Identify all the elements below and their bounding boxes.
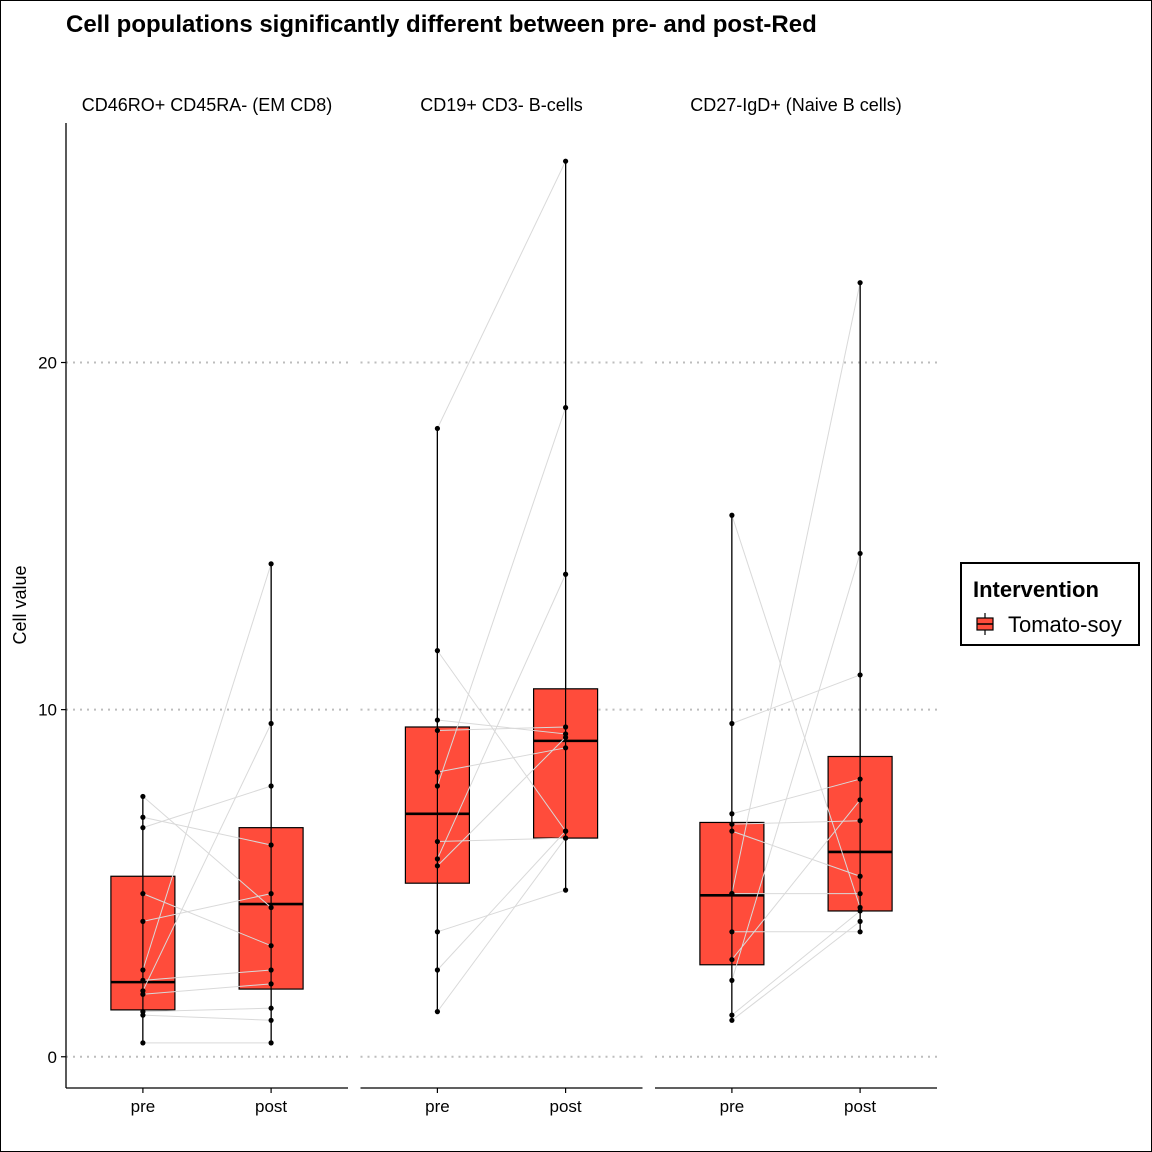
pair-line (731, 920, 861, 1021)
pair-line (731, 515, 861, 908)
x-tick-label: pre (425, 1097, 450, 1116)
facet-strip-label: CD19+ CD3- B-cells (420, 95, 583, 115)
legend-items: Tomato-soy (976, 612, 1122, 637)
pair-line (437, 830, 566, 971)
pair-line (142, 816, 272, 846)
pair-line (142, 723, 272, 992)
x-tick-label: post (255, 1097, 287, 1116)
pair-line (436, 407, 567, 787)
pair-line (142, 1014, 272, 1021)
pair-line (142, 796, 272, 908)
pair-line (731, 778, 861, 815)
pair-line (731, 799, 861, 960)
y-tick-label: 20 (38, 354, 57, 373)
pair-line (731, 282, 861, 894)
chart-title: Cell populations significantly different… (66, 11, 817, 38)
pair-line (731, 553, 861, 981)
pair-line (142, 1007, 272, 1013)
pair-line (142, 969, 272, 981)
pair-line (731, 674, 861, 724)
x-tick-label: pre (720, 1097, 745, 1116)
y-axis: 0 10 20 (38, 123, 67, 1088)
x-tick-label: pre (131, 1097, 156, 1116)
data-point-pre (434, 1009, 441, 1015)
pair-line (731, 820, 861, 825)
pair-line (142, 893, 272, 922)
pair-line (731, 830, 861, 877)
legend-title: Intervention (973, 577, 1099, 602)
legend-item-label: Tomato-soy (1008, 612, 1122, 637)
pair-line (437, 747, 566, 773)
facet-panel-2: CD19+ CD3- B-cells pre post (360, 95, 643, 1116)
pair-line (142, 893, 272, 947)
pair-line (437, 837, 566, 843)
pair-line (437, 737, 566, 867)
data-point-post (562, 158, 569, 164)
pair-line (436, 160, 567, 429)
facet-strip-label: CD27-IgD+ (Naive B cells) (690, 95, 902, 115)
x-tick-label: post (550, 1097, 582, 1116)
facet-panel-1: CD46RO+ CD45RA- (EM CD8) pre post (66, 95, 348, 1116)
pair-line (436, 574, 567, 860)
pair-line (731, 910, 861, 1016)
facet-strip-label: CD46RO+ CD45RA- (EM CD8) (82, 95, 333, 115)
y-tick-label: 10 (38, 701, 57, 720)
legend: Intervention Tomato-soy (960, 562, 1140, 646)
pair-line (142, 983, 272, 995)
pair-line (142, 785, 272, 829)
facet-panel-3: CD27-IgD+ (Naive B cells) pre post (655, 95, 937, 1116)
pair-line (436, 837, 567, 1012)
legend-box (960, 562, 1140, 646)
pair-line (437, 889, 566, 933)
pair-line (437, 719, 566, 735)
pair-line (436, 650, 567, 832)
y-axis-label: Cell value (10, 565, 30, 644)
y-tick-label: 0 (48, 1048, 57, 1067)
x-tick-label: post (844, 1097, 876, 1116)
pair-line (437, 726, 566, 731)
data-point-post (857, 929, 863, 935)
